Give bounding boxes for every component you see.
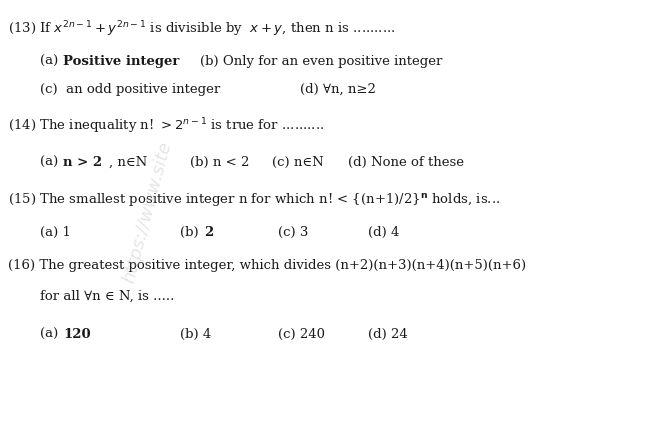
Text: (b) Only for an even positive integer: (b) Only for an even positive integer — [200, 55, 443, 67]
Text: (a): (a) — [40, 327, 62, 340]
Text: (c) n∈N: (c) n∈N — [272, 156, 324, 168]
Text: (d) 24: (d) 24 — [368, 327, 408, 340]
Text: (d) None of these: (d) None of these — [348, 156, 464, 168]
Text: (15) The smallest positive integer n for which n! < {(n+1)/2}$^{\mathbf{n}}$ hol: (15) The smallest positive integer n for… — [8, 190, 500, 207]
Text: 120: 120 — [63, 327, 91, 340]
Text: n > 2: n > 2 — [63, 156, 102, 168]
Text: (14) The inequality n! $> 2^{n-1}$ is true for ..........: (14) The inequality n! $> 2^{n-1}$ is tr… — [8, 116, 324, 136]
Text: (b): (b) — [180, 226, 203, 238]
Text: (a) 1: (a) 1 — [40, 226, 71, 238]
Text: (b) 4: (b) 4 — [180, 327, 211, 340]
Text: (b) n < 2: (b) n < 2 — [190, 156, 249, 168]
Text: https://www.site: https://www.site — [120, 139, 175, 285]
Text: , n∈N: , n∈N — [109, 156, 147, 168]
Text: 2: 2 — [204, 226, 213, 238]
Text: (d) 4: (d) 4 — [368, 226, 399, 238]
Text: (16) The greatest positive integer, which divides (n+2)(n+3)(n+4)(n+5)(n+6): (16) The greatest positive integer, whic… — [8, 259, 526, 273]
Text: Positive integer: Positive integer — [63, 55, 179, 67]
Text: (c) 240: (c) 240 — [278, 327, 325, 340]
Text: (a): (a) — [40, 156, 62, 168]
Text: (13) If $x^{2n-1} + y^{2n-1}$ is divisible by  $x+y$, then n is ..........: (13) If $x^{2n-1} + y^{2n-1}$ is divisib… — [8, 19, 395, 39]
Text: (c)  an odd positive integer: (c) an odd positive integer — [40, 83, 220, 95]
Text: (a): (a) — [40, 55, 62, 67]
Text: (c) 3: (c) 3 — [278, 226, 308, 238]
Text: (d) ∀n, n≥2: (d) ∀n, n≥2 — [300, 83, 376, 95]
Text: for all ∀n ∈ N, is .....: for all ∀n ∈ N, is ..... — [40, 290, 174, 302]
